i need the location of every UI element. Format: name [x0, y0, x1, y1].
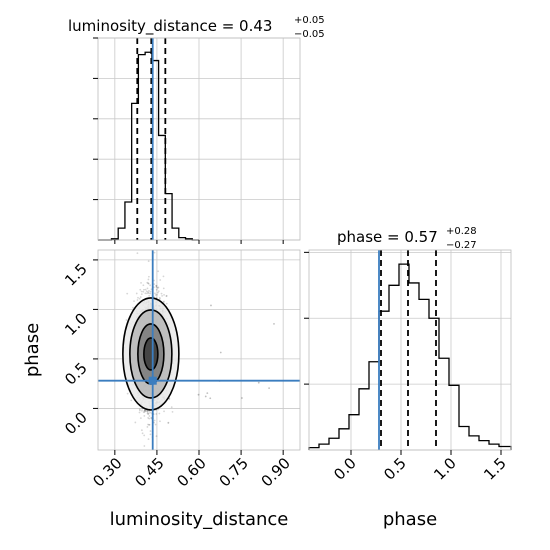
phase-x-tick-label: 0.0 — [330, 454, 360, 484]
truth-point-marker — [148, 376, 157, 385]
luminosity-distance-title-plus: +0.05 — [294, 15, 325, 26]
phase-title-minus: −0.27 — [446, 240, 477, 251]
phase-y-tick-label: 1.0 — [61, 310, 91, 340]
luminosity-distance-x-tick-label: 0.90 — [258, 454, 294, 490]
luminosity-distance-x-tick-label: 0.45 — [131, 454, 167, 490]
phase-histogram-panel: 0.0 0.5 1.0 1.5 phase = 0.57 +0.28 −0.27 — [304, 226, 512, 484]
phase-title: phase = 0.57 — [337, 228, 438, 246]
luminosity-distance-x-tick-label: 0.30 — [89, 454, 125, 490]
phase-y-tick-label: 1.5 — [61, 260, 91, 290]
luminosity-distance-x-tick-label: 0.75 — [216, 454, 252, 490]
phase-histogram-steps — [308, 263, 512, 450]
contour-level-3 — [143, 337, 159, 371]
phase-x-tick-label: 0.5 — [380, 454, 410, 484]
y-axis-label-phase: phase — [22, 323, 43, 377]
phase-y-tick-label: 0.0 — [61, 409, 91, 439]
x-axis-label-luminosity-distance: luminosity_distance — [110, 509, 289, 530]
luminosity-distance-title: luminosity_distance = 0.43 — [68, 17, 272, 36]
luminosity-distance-histogram-steps — [98, 51, 199, 241]
posterior-density-contours — [122, 297, 180, 411]
phase-vs-luminosity-distance-panel: 0.30 0.45 0.60 0.75 0.90 0.0 0.5 1.0 1.5 — [61, 249, 301, 490]
phase-x-tick-label: 1.0 — [430, 454, 460, 484]
x-axis-label-phase: phase — [383, 509, 437, 530]
luminosity-distance-histogram-panel: luminosity_distance = 0.43 +0.05 −0.05 — [68, 15, 325, 244]
luminosity-distance-x-tick-label: 0.60 — [173, 454, 209, 490]
phase-title-plus: +0.28 — [446, 226, 477, 237]
phase-y-tick-label: 0.5 — [61, 359, 91, 389]
luminosity-distance-title-minus: −0.05 — [294, 29, 325, 40]
phase-x-tick-label: 1.5 — [480, 454, 510, 484]
